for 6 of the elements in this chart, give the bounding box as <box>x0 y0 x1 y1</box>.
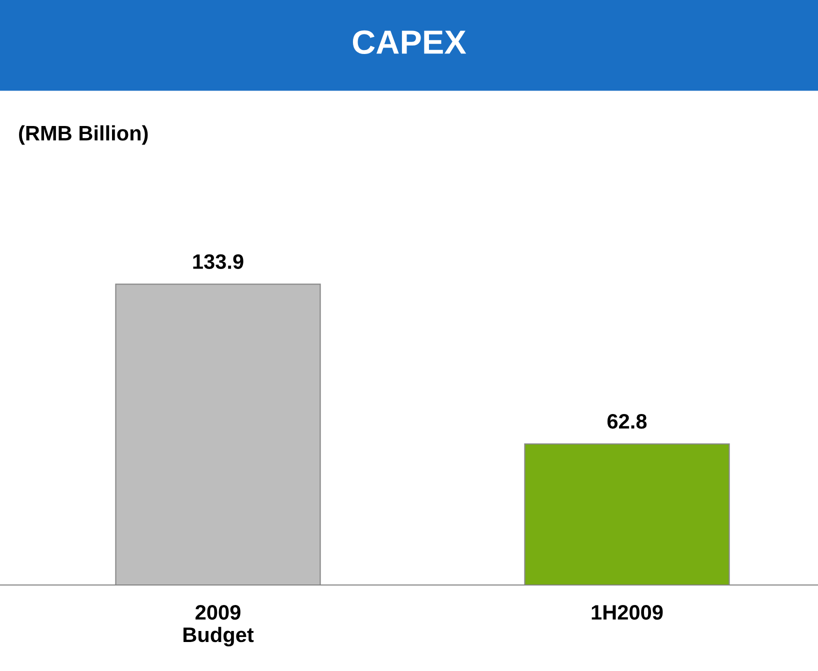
chart-subtitle: (RMB Billion) <box>19 125 148 145</box>
x-tick-label: 1H2009 <box>592 604 663 620</box>
chart-title: CAPEX <box>352 30 466 54</box>
x-tick-label: 2009 Budget <box>184 604 254 646</box>
data-label: 133.9 <box>193 254 244 270</box>
data-label: 62.8 <box>607 414 647 429</box>
